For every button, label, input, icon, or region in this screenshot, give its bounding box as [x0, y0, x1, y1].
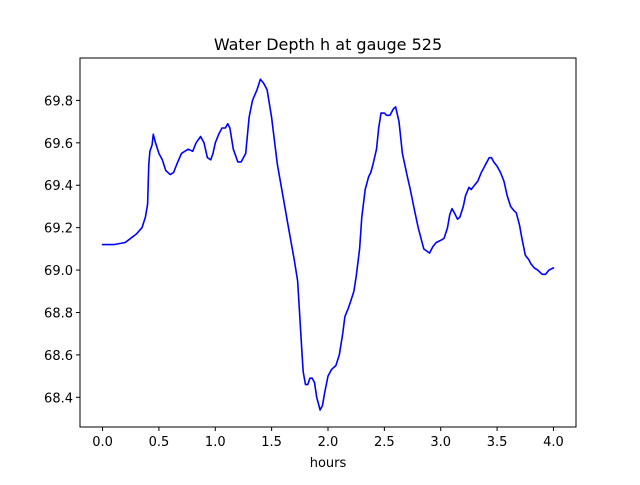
x-axis: 0.0 0.5 1.0 1.5 2.0 2.5 3.0 3.5 4.0 [92, 427, 564, 450]
plot-area [101, 78, 555, 411]
x-tick-label: 3.0 [430, 435, 451, 450]
x-tick-label: 1.5 [261, 435, 282, 450]
y-tick-label: 69.8 [44, 94, 73, 109]
chart-title: Water Depth h at gauge 525 [214, 35, 442, 54]
x-tick-label: 2.5 [374, 435, 395, 450]
y-tick-label: 68.6 [44, 349, 73, 364]
x-tick-label: 2.0 [318, 435, 339, 450]
x-tick-label: 0.5 [149, 435, 170, 450]
y-tick-label: 69.6 [44, 137, 73, 152]
x-tick-label: 1.0 [205, 435, 226, 450]
y-tick-label: 69.4 [44, 179, 73, 194]
plot-frame [79, 57, 577, 428]
series-line-1 [101, 78, 555, 411]
x-tick-label: 3.5 [487, 435, 508, 450]
y-tick-label: 69.0 [44, 264, 73, 279]
y-axis: 68.4 68.6 68.8 69.0 69.2 69.4 69.6 69.8 [44, 94, 80, 406]
x-tick-label: 0.0 [92, 435, 113, 450]
x-axis-label: hours [310, 456, 347, 471]
y-tick-label: 69.2 [44, 222, 73, 237]
x-tick-label: 4.0 [543, 435, 564, 450]
y-tick-label: 68.8 [44, 306, 73, 321]
y-tick-label: 68.4 [44, 391, 73, 406]
